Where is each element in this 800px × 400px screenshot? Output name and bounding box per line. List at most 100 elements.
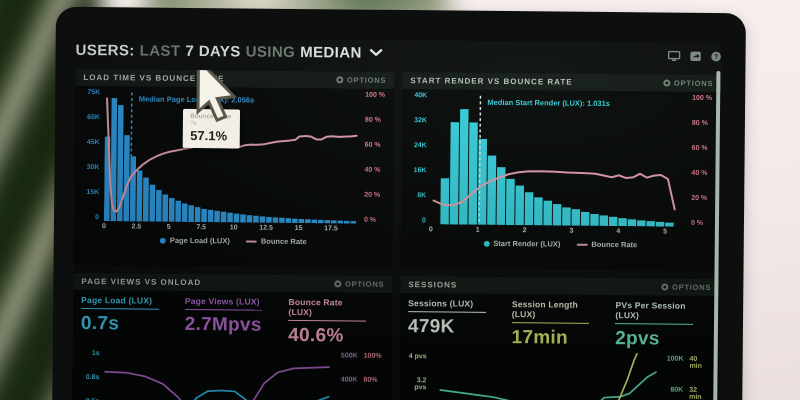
panel-title: START RENDER VS BOUNCE RATE [410,76,573,87]
metric: Session Length (LUX) 17min [511,299,605,350]
spark-y-tick-pair: 400K 80% [333,376,383,383]
dashboard: USERS: LAST 7 DAYS USING MEDIAN ? [72,36,722,400]
gear-icon [660,283,669,291]
y-tick: 32K [414,117,427,125]
spark-y-tick-pair: 80K 32 min [660,387,710,400]
options-button[interactable]: OPTIONS [662,78,714,89]
y-tick: 80 % [691,119,708,127]
spark-y-tick-a: 80K [670,386,684,394]
metric-value: 2.7Mpvs [184,313,262,336]
title-part: 7 DAYS [185,42,241,60]
chart-plot: Median Page Load (LUX): 2.056s Bounce Ra… [102,68,358,234]
metric-label: Page Load (LUX) [81,294,159,310]
panel-sessions: SESSIONS OPTIONS Sessions (LUX) 479K Sessi… [398,276,720,400]
x-tick: 4 [616,228,621,236]
sessions-sparkline [431,351,657,400]
panel-grid: LOAD TIME VS BOUNCE RATE OPTIONS 75K 60K 4… [72,68,722,400]
y-tick: 20 % [691,194,708,202]
options-button[interactable]: OPTIONS [333,279,385,289]
svg-text:?: ? [714,54,718,61]
metric: Page Load (LUX) 0.7s [81,294,175,346]
x-tick: 2.5 [131,223,142,231]
gear-icon [662,79,670,87]
options-label: OPTIONS [344,279,385,289]
spark-y-tick-b: 40 min [689,355,702,370]
legend-item: Bounce Rate [576,239,638,250]
spark-y-tick-a: 500K [340,352,358,360]
y-tick: 80 % [364,116,381,124]
spark-y-tick-b: 80% [363,376,378,384]
display-icon[interactable] [667,50,681,61]
metric-label: Session Length (LUX) [511,299,590,324]
spark-y-tick: 0.8s [85,373,100,382]
y-tick: 15K [86,188,100,197]
x-tick: 10 [229,224,238,232]
chart-legend: Page Load (LUX) Bounce Rate [74,232,393,250]
panel-page-views-vs-onload: PAGE VIEWS VS ONLOAD OPTIONS Page Load (… [72,272,393,400]
y-axis-right: 100 % 80 % 60 % 40 % 20 % 0 % [684,95,715,227]
metric: Bounce Rate (LUX) 40.6% [288,296,382,348]
options-label: OPTIONS [346,75,387,85]
spark-y-axis-right: 100K 40 min 80K 32 min [656,353,711,400]
spark-y-tick: 3.2 pvs [414,377,427,392]
dot-swatch [159,237,166,244]
x-tick: 12.5 [259,224,273,232]
line-swatch [576,243,588,246]
mouse-cursor-icon [192,68,241,156]
x-tick: 5 [663,228,668,236]
y-tick: 0 [422,217,427,225]
options-label: OPTIONS [671,282,712,292]
options-button[interactable]: OPTIONS [335,75,387,85]
gear-icon [335,76,344,84]
spark-y-tick-b: 100% [363,352,382,360]
page-views-sparkline [104,348,330,400]
metric-value: 2pvs [615,328,660,350]
panel-start-render-vs-bounce-rate: START RENDER VS BOUNCE RATE OPTIONS 40K 3… [400,72,722,272]
title-part: MEDIAN [300,43,362,62]
options-label: OPTIONS [673,78,714,89]
y-tick: 40K [414,92,428,100]
y-axis-left: 75K 60K 45K 30K 15K 0 [80,89,105,221]
page-title: USERS: LAST 7 DAYS USING MEDIAN [76,41,362,61]
y-tick: 75K [87,88,101,97]
y-tick: 30K [86,163,100,172]
metric-value: 17min [511,327,569,349]
spark-y-tick-pair: 100K 40 min [661,356,711,370]
y-tick: 20 % [364,191,381,199]
load-time-histogram [103,92,358,224]
x-tick: 1 [475,226,480,234]
spark-y-tick-a: 100K [666,355,684,363]
legend-label: Start Render (LUX) [493,238,561,249]
metric-value: 479K [407,316,455,338]
help-icon[interactable]: ? [711,50,722,61]
y-tick: 40 % [691,169,708,177]
start-render-histogram [431,95,685,227]
metric: Sessions (LUX) 479K [408,298,502,349]
legend-label: Bounce Rate [591,239,638,250]
chevron-down-icon[interactable] [370,49,383,57]
share-icon[interactable] [690,50,702,61]
metric-label: Bounce Rate (LUX) [288,296,367,322]
dot-swatch [483,240,490,247]
y-tick: 60 % [364,141,381,149]
spark-y-tick-pair: 500K 100% [334,352,384,359]
legend-item: Bounce Rate [245,237,307,246]
y-tick: 45K [86,138,100,147]
panel-load-time-vs-bounce-rate: LOAD TIME VS BOUNCE RATE OPTIONS 75K 60K 4… [73,68,395,268]
users-range-dropdown[interactable]: USERS: LAST 7 DAYS USING MEDIAN [76,41,383,61]
metric-row: Sessions (LUX) 479K Session Length (LUX) 17… [400,293,720,351]
title-part: USING [245,43,296,61]
chart-plot: Median Start Render (LUX): 1.031s 0 1 2 3 4 5 [429,92,685,237]
y-tick: 24K [413,142,427,150]
x-tick: 3 [569,227,574,235]
laptop-screen: USERS: LAST 7 DAYS USING MEDIAN ? [52,6,746,400]
y-axis-left: 40K 32K 24K 16K 8K 0 [407,92,432,224]
bounce-rate-tooltip: Bounce Rate 7s 57.1% [183,68,241,149]
options-button[interactable]: OPTIONS [660,282,712,292]
metric: Page Views (LUX) 2.7Mpvs [184,295,278,347]
y-tick: 16K [413,167,427,175]
legend-label: Page Load (LUX) [169,235,230,246]
x-tick: 2 [522,227,527,235]
spark-y-tick-b: 32 min [689,386,702,400]
